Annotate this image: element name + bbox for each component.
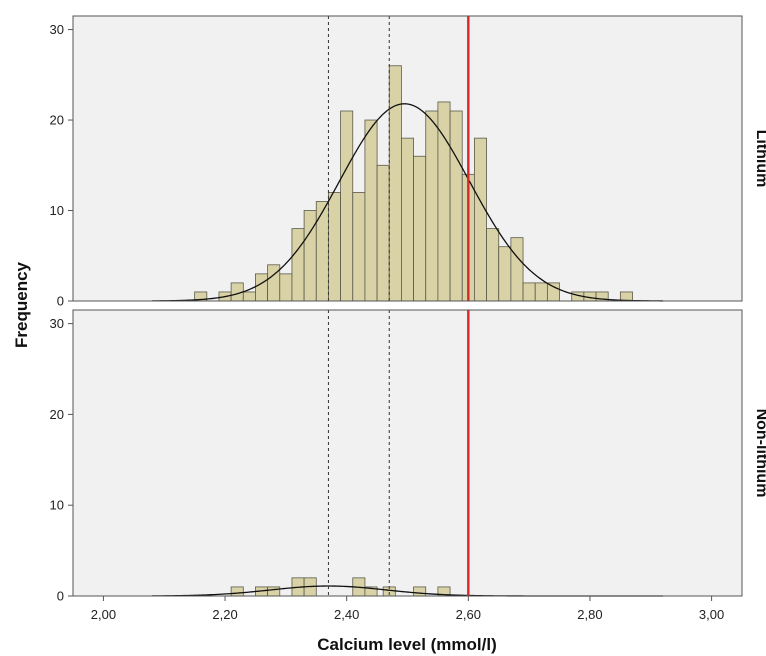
x-tick-label: 2,00 bbox=[91, 607, 116, 622]
histogram-bar bbox=[267, 586, 281, 597]
x-tick-label: 2,40 bbox=[334, 607, 359, 622]
panels-layer: 0 10 20 30 Lithium 0 10 20 30 Non-lithium bbox=[50, 15, 766, 604]
histogram-bar bbox=[546, 282, 560, 302]
x-tick-label: 2,20 bbox=[212, 607, 237, 622]
y-tick-label: 30 bbox=[50, 22, 64, 37]
panel-label: Non-lithium bbox=[753, 409, 766, 498]
panel-frame bbox=[72, 15, 743, 302]
x-axis: 2,00 2,20 2,40 2,60 2,80 3,00 bbox=[91, 596, 724, 622]
y-tick-label: 10 bbox=[50, 498, 64, 513]
histogram-bar bbox=[401, 137, 414, 302]
histogram-bar bbox=[510, 237, 524, 302]
y-axis-title: Frequency bbox=[12, 261, 31, 348]
panel-frame bbox=[72, 309, 743, 597]
histogram-bar bbox=[498, 246, 512, 302]
histogram-bar bbox=[279, 273, 293, 302]
histogram-bar bbox=[388, 65, 402, 302]
normal-curve bbox=[152, 103, 663, 302]
x-axis-title: Calcium level (mmol/l) bbox=[317, 635, 497, 654]
histogram-bar bbox=[340, 110, 354, 302]
histogram-bar bbox=[291, 228, 305, 302]
histogram-bar bbox=[534, 282, 548, 302]
y-tick-label: 0 bbox=[57, 294, 64, 309]
histogram-bar bbox=[230, 586, 244, 597]
histogram-bar bbox=[315, 201, 329, 302]
histogram-bar bbox=[352, 192, 366, 302]
histogram-bar bbox=[255, 273, 269, 302]
panel-label: Lithium bbox=[753, 130, 766, 188]
y-tick-label: 30 bbox=[50, 316, 64, 331]
y-tick-label: 0 bbox=[57, 589, 64, 604]
histogram-bar bbox=[413, 586, 427, 597]
histogram-bar bbox=[425, 110, 439, 302]
histogram-bar bbox=[473, 137, 487, 302]
panel-lithium: 0 10 20 30 Lithium bbox=[50, 15, 766, 309]
y-tick-label: 10 bbox=[50, 203, 64, 218]
x-tick-label: 2,60 bbox=[456, 607, 481, 622]
y-tick-label: 20 bbox=[50, 407, 64, 422]
histogram-bar bbox=[242, 291, 256, 302]
histogram-bar bbox=[486, 228, 500, 302]
histogram-bar bbox=[328, 192, 342, 302]
x-tick-label: 3,00 bbox=[699, 607, 724, 622]
x-tick-label: 2,80 bbox=[577, 607, 602, 622]
histogram-bar bbox=[267, 264, 281, 302]
y-tick-label: 20 bbox=[50, 113, 64, 128]
panel-non-lithium: 0 10 20 30 Non-lithium bbox=[50, 309, 766, 604]
histogram-bar bbox=[376, 164, 390, 302]
histogram-bar bbox=[449, 110, 463, 302]
histogram-bar bbox=[364, 119, 378, 302]
histogram-bar bbox=[522, 282, 536, 302]
histogram-bar bbox=[413, 155, 427, 302]
panel-background bbox=[73, 310, 742, 596]
